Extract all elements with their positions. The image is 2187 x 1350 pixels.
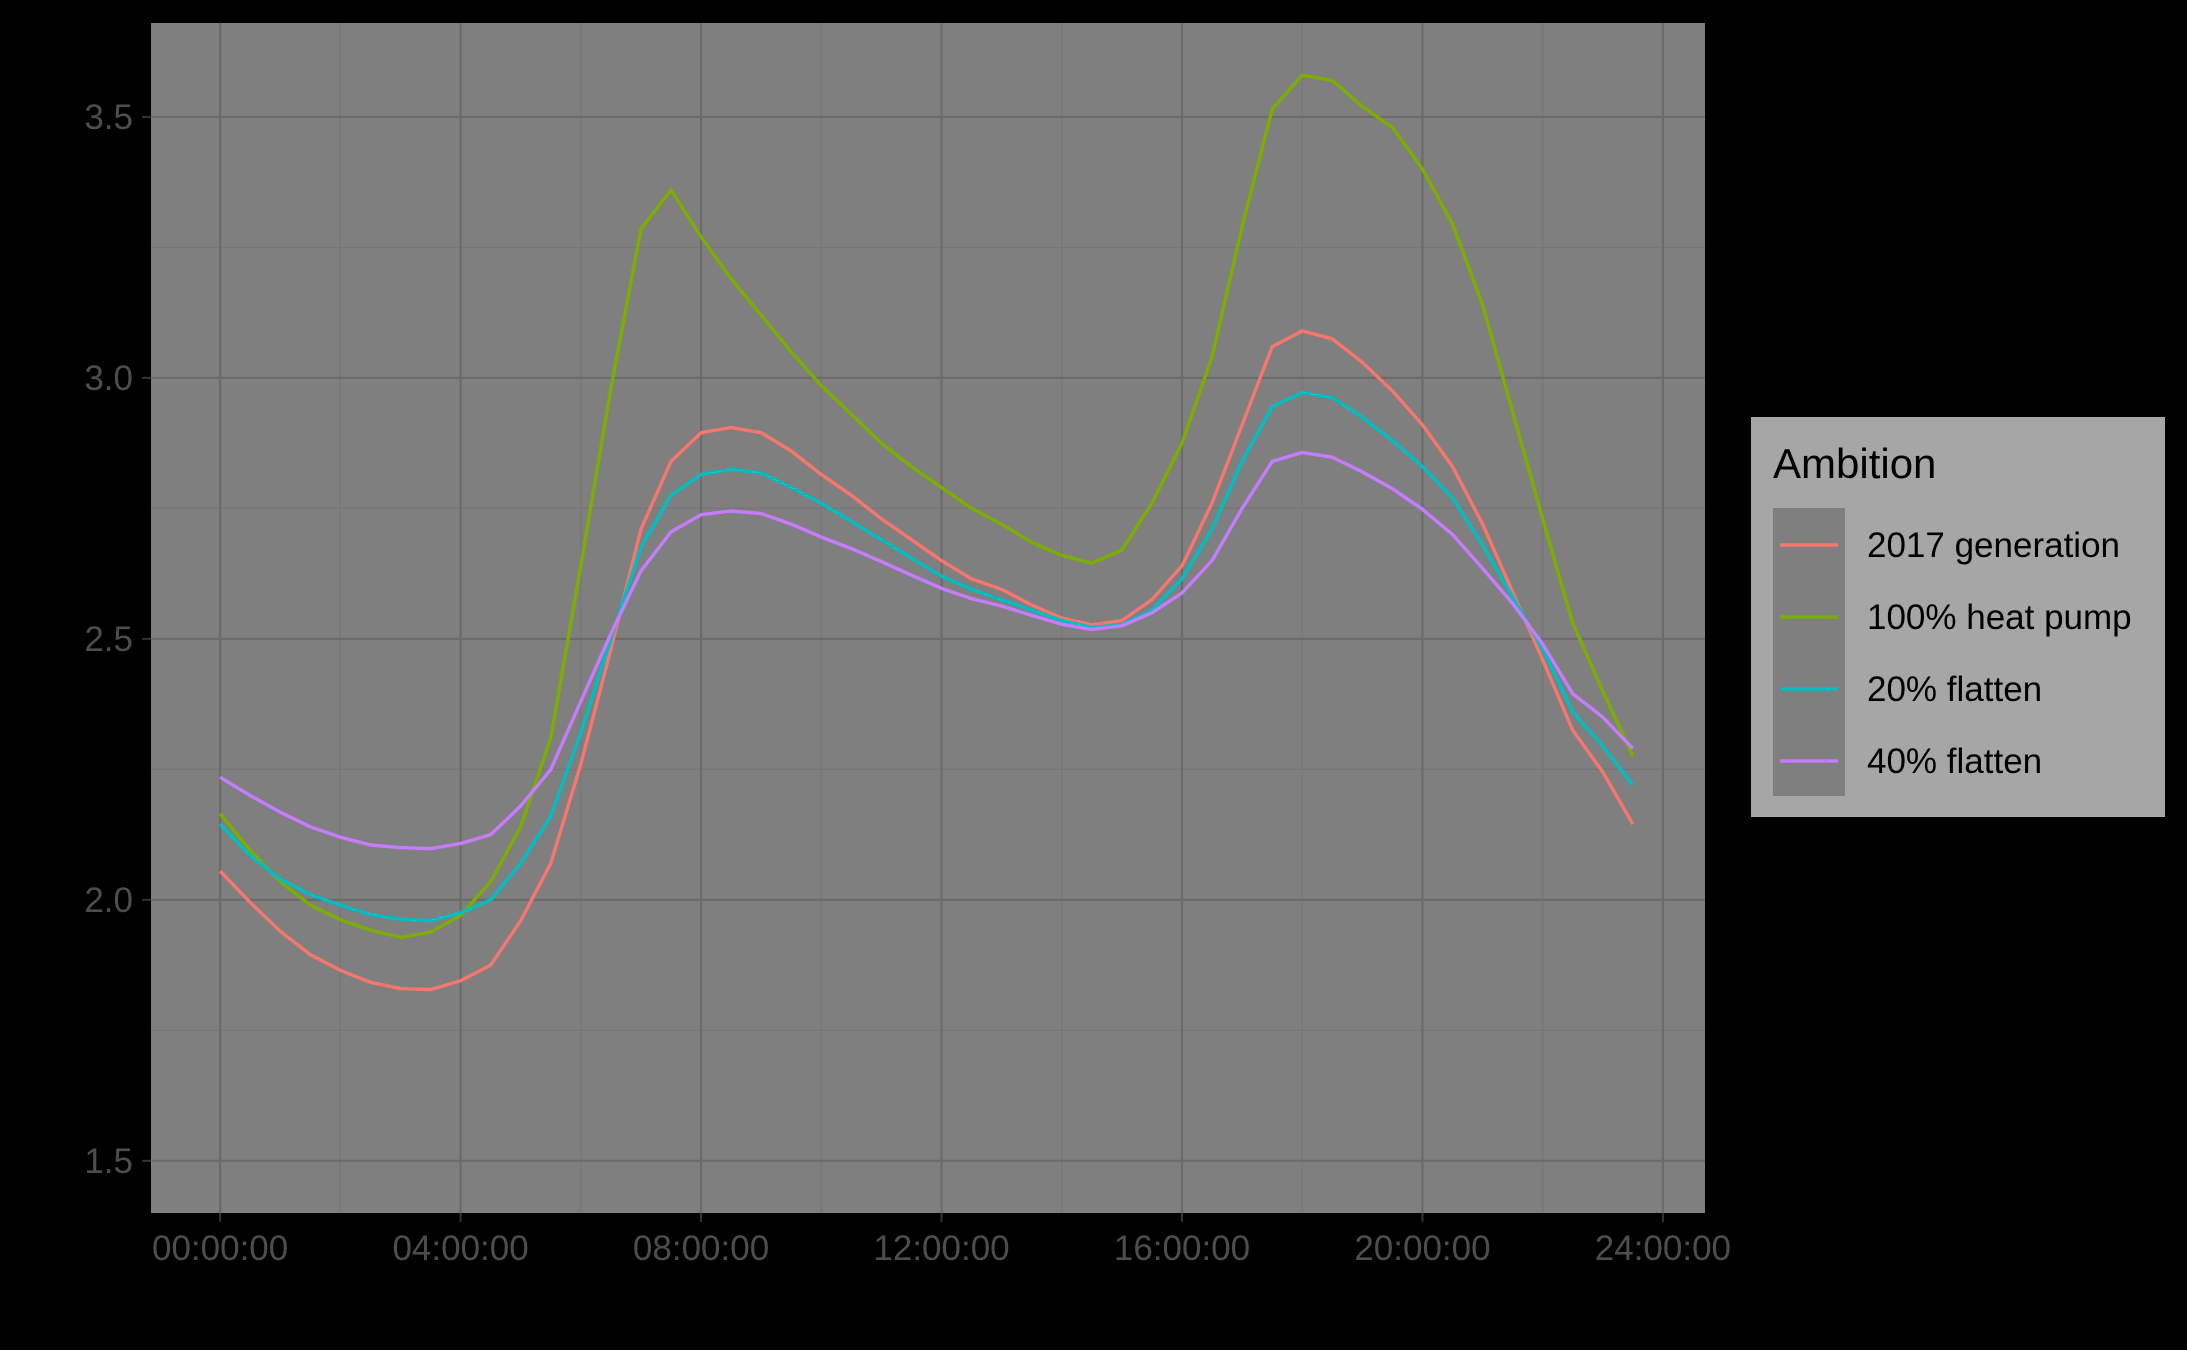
x-tick-label: 00:00:00 xyxy=(152,1229,288,1268)
x-tick-label: 08:00:00 xyxy=(633,1229,769,1268)
plot-panel xyxy=(151,23,1705,1213)
y-tick-label: 3.5 xyxy=(84,98,133,137)
x-tick-label: 24:00:00 xyxy=(1595,1229,1731,1268)
series-line-100-heat-pump xyxy=(218,73,1635,940)
legend-label: 20% flatten xyxy=(1867,670,2042,709)
legend-label: 100% heat pump xyxy=(1867,598,2132,637)
series-line-2017-generation xyxy=(218,329,1635,992)
legend-label: 40% flatten xyxy=(1867,742,2042,781)
series-line-20-flatten xyxy=(218,390,1635,923)
legend-label: 2017 generation xyxy=(1867,526,2120,565)
y-tick-label: 3.0 xyxy=(84,359,133,398)
legend-key-background xyxy=(1773,508,1845,796)
series-lines xyxy=(218,73,1635,992)
x-axis: 00:00:00 04:00:00 08:00:00 12:00:00 16:00:00… xyxy=(152,1213,1731,1268)
minor-gridlines xyxy=(151,23,1705,1213)
y-tick-label: 2.5 xyxy=(84,620,133,659)
x-tick-label: 16:00:00 xyxy=(1114,1229,1250,1268)
major-gridlines xyxy=(151,23,1705,1213)
x-tick-label: 20:00:00 xyxy=(1354,1229,1490,1268)
y-tick-label: 2.0 xyxy=(84,881,133,920)
legend-items: 2017 generation 100% heat pump 20% flatten… xyxy=(1780,526,2132,781)
y-tick-label: 1.5 xyxy=(84,1142,133,1181)
y-axis: 1.5 2.0 2.5 3.0 3.5 xyxy=(84,98,151,1181)
legend-title: Ambition xyxy=(1773,440,1936,487)
x-tick-label: 12:00:00 xyxy=(873,1229,1009,1268)
series-line-40-flatten xyxy=(219,450,1635,851)
x-tick-label: 04:00:00 xyxy=(392,1229,528,1268)
